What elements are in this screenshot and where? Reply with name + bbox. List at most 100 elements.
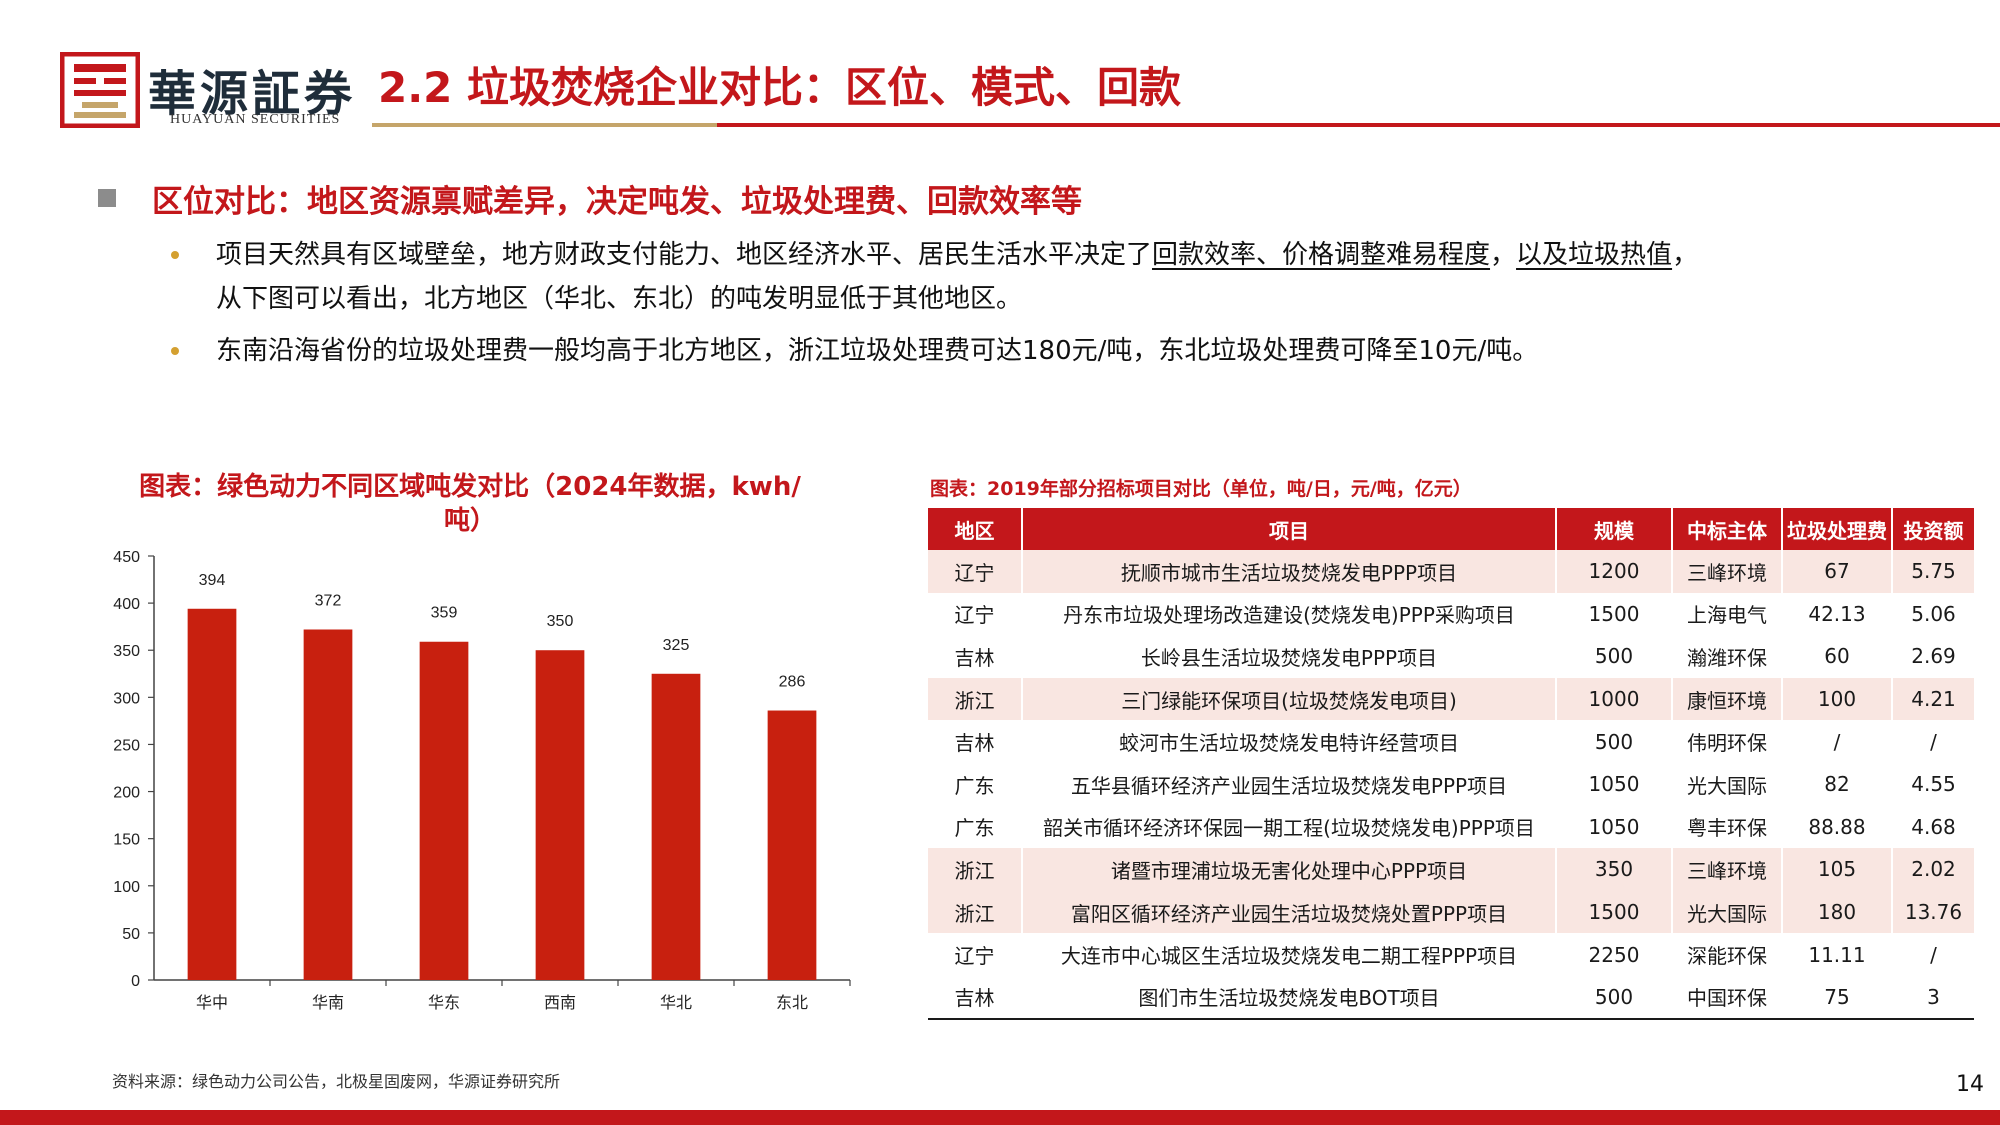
table-cell: 5.06	[1911, 601, 1956, 626]
y-tick-label: 300	[113, 690, 140, 707]
table-cell: 富阳区循环经济产业园生活垃圾焚烧处置PPP项目	[1022, 890, 1557, 934]
bar-value-label: 286	[779, 674, 806, 691]
bullet-dot-icon	[171, 347, 179, 355]
table-cell: 韶关市循环经济环保园一期工程(垃圾焚烧发电)PPP项目	[1022, 805, 1557, 849]
bar-华南	[303, 629, 353, 980]
bullet-1-line-1: 项目天然具有区域壁垒，地方财政支付能力、地区经济水平、居民生活水平决定了回款效率…	[216, 234, 1698, 276]
table-cell: 辽宁	[928, 592, 1023, 636]
y-tick-label: 200	[113, 785, 140, 802]
table-cell: 75	[1782, 975, 1893, 1020]
bullet-1-comma: ，	[1490, 240, 1517, 270]
table-cell: 1200	[1556, 550, 1673, 593]
table-header-cell: 项目	[1022, 508, 1557, 550]
y-tick-label: 50	[122, 926, 140, 943]
bullet-1-text: 项目天然具有区域壁垒，地方财政支付能力、地区经济水平、居民生活水平决定了	[216, 240, 1153, 270]
bar-东北	[767, 710, 817, 980]
huayuan-seal-logo-icon	[60, 52, 140, 128]
y-tick-label: 450	[113, 549, 140, 566]
bar-value-label: 350	[547, 613, 574, 630]
table-cell: 500	[1556, 975, 1673, 1020]
table-cell: 4.68	[1911, 814, 1956, 839]
table-row: 广东 五华县循环经济产业园生活垃圾焚烧发电PPP项目 1050 光大国际 82 4.55	[928, 762, 1974, 806]
x-tick-label: 东北	[776, 994, 808, 1012]
bullet-1-line-2: 从下图可以看出，北方地区（华北、东北）的吨发明显低于其他地区。	[216, 284, 1023, 314]
table-cell: 广东	[928, 762, 1023, 806]
table-header-row: 地区 项目 规模 中标主体 垃圾处理费 投资额	[928, 508, 1974, 550]
table-body: 辽宁 抚顺市城市生活垃圾焚烧发电PPP项目 1200 三峰环境 67 5.75 辽宁 丹东市垃…	[928, 550, 1974, 1020]
table-row: 辽宁 大连市中心城区生活垃圾焚烧发电二期工程PPP项目 2250 深能环保 11.11 /	[928, 933, 1974, 976]
table-cell: 浙江	[928, 677, 1023, 721]
table-header-cell: 地区	[928, 508, 1023, 550]
table-cell: 88.88	[1782, 805, 1893, 849]
bar-value-label: 325	[663, 637, 690, 654]
table-cell: 1050	[1556, 762, 1673, 806]
table-cell: 浙江	[928, 848, 1023, 891]
table-cell: 1500	[1556, 890, 1673, 934]
bar-华北	[651, 673, 701, 980]
table-cell: 2.02	[1892, 848, 1974, 891]
table-cell: 350	[1556, 848, 1673, 891]
table-cell: 吉林	[928, 635, 1023, 678]
table-title: 图表：2019年部分招标项目对比（单位，吨/日，元/吨，亿元）	[930, 478, 1472, 500]
y-tick-label: 400	[113, 596, 140, 613]
table-row: 吉林 长岭县生活垃圾焚烧发电PPP项目 500 瀚潍环保 60 2.69	[928, 635, 1974, 678]
table-cell: 大连市中心城区生活垃圾焚烧发电二期工程PPP项目	[1022, 933, 1557, 976]
page-title: 2.2 垃圾焚烧企业对比：区位、模式、回款	[378, 63, 1182, 112]
brand-name-cn: 華源証券	[148, 66, 357, 122]
table-cell: 吉林	[928, 975, 1023, 1020]
table-cell: /	[1782, 720, 1893, 763]
x-tick-label: 华南	[312, 994, 344, 1012]
table-cell: 图们市生活垃圾焚烧发电BOT项目	[1022, 975, 1557, 1020]
table-cell: 丹东市垃圾处理场改造建设(焚烧发电)PPP采购项目	[1022, 592, 1557, 636]
bullet-dot-icon	[171, 251, 179, 259]
table-cell: 100	[1782, 677, 1893, 721]
table-cell: 五华县循环经济产业园生活垃圾焚烧发电PPP项目	[1022, 762, 1557, 806]
y-tick-label: 0	[131, 973, 140, 990]
table-row: 浙江 三门绿能环保项目(垃圾焚烧发电项目) 1000 康恒环境 100 4.21	[928, 677, 1974, 721]
table-cell: 2.69	[1911, 644, 1956, 669]
table-cell: 三门绿能环保项目(垃圾焚烧发电项目)	[1022, 677, 1557, 721]
table-cell: 三峰环境	[1672, 550, 1783, 593]
table-cell: 82	[1782, 762, 1893, 806]
y-tick-label: 150	[113, 832, 140, 849]
tender-projects-table: 地区 项目 规模 中标主体 垃圾处理费 投资额 辽宁 抚顺市城市生活垃圾焚烧发电PPP项目 1…	[928, 508, 1974, 1020]
table-cell: 康恒环境	[1672, 677, 1783, 721]
table-cell: 浙江	[928, 890, 1023, 934]
table-header-cell: 中标主体	[1672, 508, 1783, 550]
y-tick-label: 250	[113, 737, 140, 754]
table-header-cell: 垃圾处理费	[1782, 508, 1893, 550]
bullet-1-underlined-2: 以及垃圾热值	[1516, 240, 1673, 270]
headline-square-icon	[98, 189, 116, 207]
table-cell: 中国环保	[1672, 975, 1783, 1020]
table-cell: 11.11	[1782, 933, 1893, 976]
bar-华中	[187, 608, 237, 980]
table-cell: 105	[1782, 848, 1893, 891]
section-headline: 区位对比：地区资源禀赋差异，决定吨发、垃圾处理费、回款效率等	[152, 184, 1082, 220]
table-cell: 瀚潍环保	[1672, 635, 1783, 678]
bar-华东	[419, 641, 469, 980]
table-row: 辽宁 丹东市垃圾处理场改造建设(焚烧发电)PPP采购项目 1500 上海电气 42.13…	[928, 592, 1974, 636]
bar-value-label: 394	[199, 572, 226, 589]
page-number: 14	[1956, 1072, 1984, 1097]
table-cell: 2250	[1556, 933, 1673, 976]
source-note: 资料来源：绿色动力公司公告，北极星固废网，华源证券研究所	[112, 1072, 561, 1091]
table-cell: 1000	[1556, 677, 1673, 721]
table-cell: 4.55	[1911, 772, 1956, 797]
table-cell: 三峰环境	[1672, 848, 1783, 891]
table-cell: 抚顺市城市生活垃圾焚烧发电PPP项目	[1022, 550, 1557, 593]
chart-title: 图表：绿色动力不同区域吨发对比（2024年数据，kwh/吨）	[139, 472, 801, 536]
table-header-cell: 规模	[1556, 508, 1673, 550]
table-cell: 辽宁	[928, 550, 1023, 593]
table-cell: 1050	[1556, 805, 1673, 849]
table-row: 辽宁 抚顺市城市生活垃圾焚烧发电PPP项目 1200 三峰环境 67 5.75	[928, 550, 1974, 593]
table-row: 浙江 富阳区循环经济产业园生活垃圾焚烧处置PPP项目 1500 光大国际 180 13.7…	[928, 890, 1974, 934]
table-cell: 13.76	[1892, 890, 1974, 934]
x-tick-label: 华中	[196, 994, 228, 1012]
bar-chart: 0 50 100 150 200 250 300 350 400 450 394 华中 372 华南 359…	[113, 549, 851, 1012]
y-tick-label: 350	[113, 643, 140, 660]
title-divider-accent	[372, 123, 717, 127]
table-cell: /	[1930, 942, 1937, 967]
bullet-2: 东南沿海省份的垃圾处理费一般均高于北方地区，浙江垃圾处理费可达180元/吨，东北…	[216, 336, 1539, 366]
table-cell: /	[1930, 729, 1937, 754]
table-cell: 深能环保	[1672, 933, 1783, 976]
